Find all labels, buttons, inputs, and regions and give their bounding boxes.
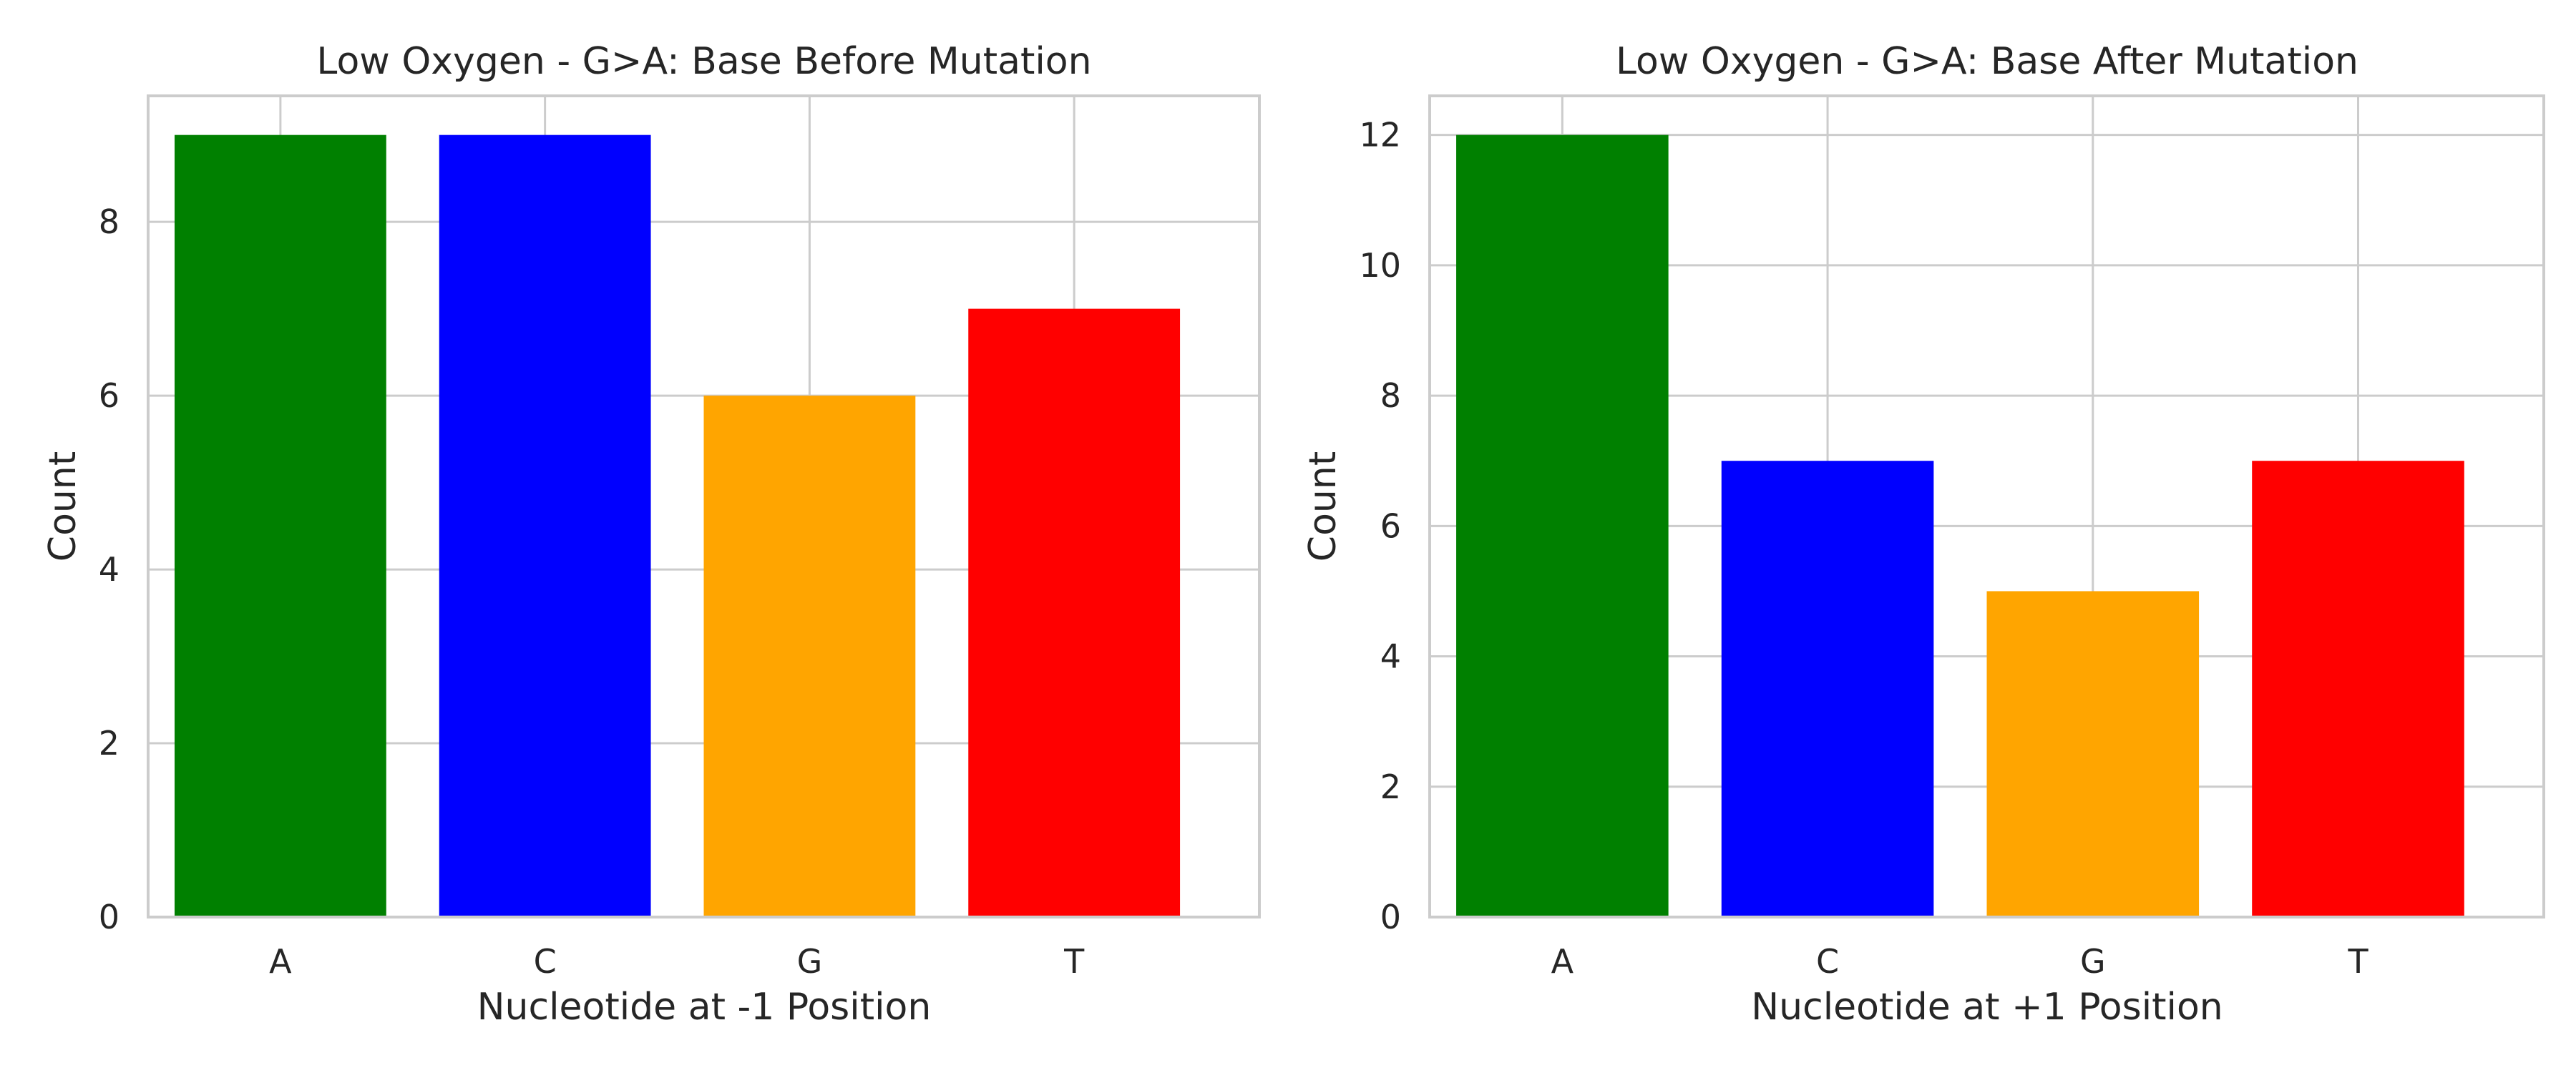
bar-C: [1721, 461, 1934, 917]
y-tick-label: 6: [99, 376, 119, 415]
y-tick-label: 4: [99, 550, 119, 589]
y-tick-label: 10: [1359, 246, 1401, 285]
x-tick-label: G: [797, 942, 823, 981]
y-tick-label: 4: [1380, 637, 1401, 676]
x-tick-label: G: [2080, 942, 2106, 981]
y-axis-label: Count: [42, 451, 84, 562]
plot-area: 0 2 4 6 8 A C G T: [99, 94, 1261, 981]
chart-before-mutation: Low Oxygen - G>A: Base Before Mutation 0…: [42, 40, 1261, 1029]
y-axis-label: Count: [1302, 451, 1345, 562]
y-tick-label: 2: [1380, 768, 1401, 806]
x-tick-label: T: [1063, 942, 1085, 981]
x-axis-label: Nucleotide at +1 Position: [1751, 986, 2223, 1029]
y-tick-label: 8: [99, 202, 119, 241]
chart-title: Low Oxygen - G>A: Base After Mutation: [1616, 40, 2358, 83]
x-tick-label: A: [269, 942, 292, 981]
y-tick-label: 2: [99, 724, 119, 763]
bar-C: [439, 134, 651, 918]
bar-G: [703, 396, 916, 917]
y-tick-label: 0: [1380, 898, 1401, 936]
chart-title: Low Oxygen - G>A: Base Before Mutation: [316, 40, 1091, 83]
y-tick-label: 6: [1380, 506, 1401, 545]
bar-A: [174, 134, 386, 918]
x-tick-label: A: [1551, 942, 1574, 981]
bar-T: [968, 308, 1181, 917]
bar-A: [1456, 134, 1669, 918]
y-tick-label: 12: [1359, 116, 1401, 155]
plot-area: 0 2 4 6 8 10 12 A C G T: [1359, 94, 2545, 981]
y-tick-label: 0: [99, 898, 119, 936]
x-tick-label: T: [2347, 942, 2368, 981]
x-axis-label: Nucleotide at -1 Position: [477, 986, 932, 1029]
x-tick-label: C: [534, 942, 557, 981]
bar-T: [2252, 461, 2464, 917]
y-tick-label: 8: [1380, 376, 1401, 415]
x-tick-label: C: [1816, 942, 1839, 981]
bar-G: [1986, 591, 2200, 917]
chart-after-mutation: Low Oxygen - G>A: Base After Mutation 0 2…: [1302, 40, 2545, 1029]
plot-frame: [147, 94, 1261, 918]
plot-frame: [1428, 94, 2545, 918]
